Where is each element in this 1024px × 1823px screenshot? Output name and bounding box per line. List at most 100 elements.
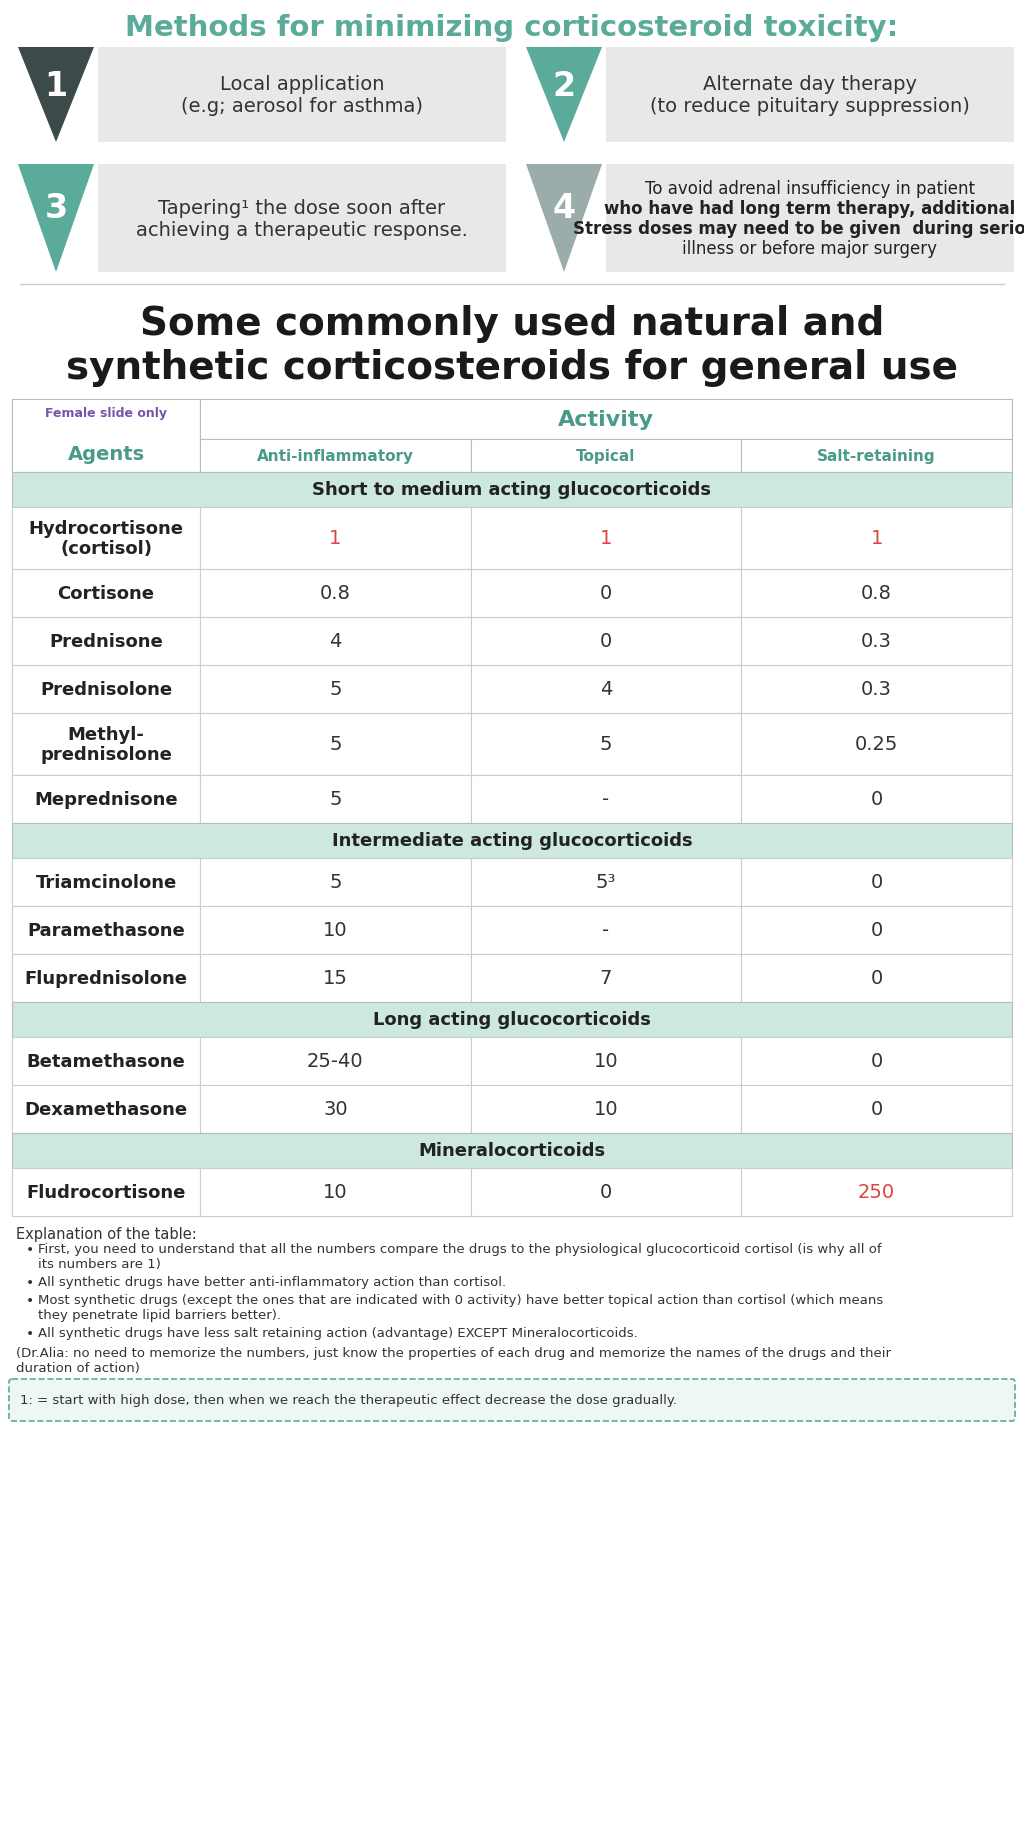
FancyBboxPatch shape bbox=[200, 618, 471, 665]
FancyBboxPatch shape bbox=[200, 1037, 471, 1085]
FancyBboxPatch shape bbox=[471, 1037, 741, 1085]
Polygon shape bbox=[526, 164, 602, 273]
FancyBboxPatch shape bbox=[200, 399, 1012, 439]
FancyBboxPatch shape bbox=[741, 713, 1012, 775]
Text: 0: 0 bbox=[600, 1183, 612, 1201]
Text: 1: 1 bbox=[329, 529, 342, 549]
FancyBboxPatch shape bbox=[471, 439, 741, 472]
FancyBboxPatch shape bbox=[12, 1134, 1012, 1169]
FancyBboxPatch shape bbox=[471, 906, 741, 955]
Polygon shape bbox=[526, 47, 602, 142]
Text: Anti-inflammatory: Anti-inflammatory bbox=[257, 448, 414, 463]
Text: •: • bbox=[26, 1327, 34, 1340]
Text: 0: 0 bbox=[870, 1052, 883, 1070]
Text: Methods for minimizing corticosteroid toxicity:: Methods for minimizing corticosteroid to… bbox=[125, 15, 899, 42]
Text: 30: 30 bbox=[323, 1099, 347, 1119]
Text: 0.25: 0.25 bbox=[855, 735, 898, 755]
Text: 5: 5 bbox=[600, 735, 612, 755]
FancyBboxPatch shape bbox=[12, 399, 200, 472]
FancyBboxPatch shape bbox=[200, 1169, 471, 1216]
Text: 10: 10 bbox=[323, 921, 347, 941]
FancyBboxPatch shape bbox=[200, 1085, 471, 1134]
Text: Prednisolone: Prednisolone bbox=[40, 680, 172, 698]
Text: Cortisone: Cortisone bbox=[57, 585, 155, 603]
Text: Dexamethasone: Dexamethasone bbox=[25, 1101, 187, 1117]
Text: 0.8: 0.8 bbox=[319, 583, 351, 603]
FancyBboxPatch shape bbox=[12, 775, 200, 824]
Text: 5³: 5³ bbox=[596, 873, 616, 891]
Text: 3: 3 bbox=[44, 191, 68, 224]
FancyBboxPatch shape bbox=[98, 164, 506, 273]
Text: 0: 0 bbox=[870, 873, 883, 891]
Text: (Dr.Alia: no need to memorize the numbers, just know the properties of each drug: (Dr.Alia: no need to memorize the number… bbox=[16, 1345, 891, 1375]
Text: Female slide only: Female slide only bbox=[45, 407, 167, 421]
Text: 0.8: 0.8 bbox=[861, 583, 892, 603]
FancyBboxPatch shape bbox=[200, 859, 471, 906]
FancyBboxPatch shape bbox=[12, 713, 200, 775]
Text: Hydrocortisone
(cortisol): Hydrocortisone (cortisol) bbox=[29, 520, 183, 558]
Text: Triamcinolone: Triamcinolone bbox=[36, 873, 176, 891]
FancyBboxPatch shape bbox=[12, 906, 200, 955]
FancyBboxPatch shape bbox=[471, 618, 741, 665]
Text: First, you need to understand that all the numbers compare the drugs to the phys: First, you need to understand that all t… bbox=[38, 1241, 882, 1271]
Text: Methyl-
prednisolone: Methyl- prednisolone bbox=[40, 726, 172, 764]
Text: Intermediate acting glucocorticoids: Intermediate acting glucocorticoids bbox=[332, 831, 692, 850]
Text: 25-40: 25-40 bbox=[307, 1052, 364, 1070]
Text: •: • bbox=[26, 1241, 34, 1256]
FancyBboxPatch shape bbox=[12, 569, 200, 618]
Text: 5: 5 bbox=[329, 735, 342, 755]
Text: All synthetic drugs have less salt retaining action (advantage) EXCEPT Mineraloc: All synthetic drugs have less salt retai… bbox=[38, 1327, 638, 1340]
FancyBboxPatch shape bbox=[200, 713, 471, 775]
Text: -: - bbox=[602, 789, 609, 809]
Polygon shape bbox=[18, 47, 94, 142]
FancyBboxPatch shape bbox=[12, 859, 200, 906]
Text: 0: 0 bbox=[870, 1099, 883, 1119]
Text: •: • bbox=[26, 1276, 34, 1289]
FancyBboxPatch shape bbox=[471, 859, 741, 906]
Text: 5: 5 bbox=[329, 680, 342, 698]
FancyBboxPatch shape bbox=[471, 665, 741, 713]
Text: 5: 5 bbox=[329, 789, 342, 809]
Text: Short to medium acting glucocorticoids: Short to medium acting glucocorticoids bbox=[312, 481, 712, 500]
FancyBboxPatch shape bbox=[741, 1169, 1012, 1216]
Polygon shape bbox=[18, 164, 94, 273]
Text: Agents: Agents bbox=[68, 445, 144, 465]
Text: 0: 0 bbox=[870, 789, 883, 809]
FancyBboxPatch shape bbox=[741, 1085, 1012, 1134]
Text: Betamethasone: Betamethasone bbox=[27, 1052, 185, 1070]
FancyBboxPatch shape bbox=[12, 509, 200, 569]
Text: 10: 10 bbox=[594, 1099, 618, 1119]
Text: 15: 15 bbox=[323, 970, 348, 988]
Text: Local application
(e.g; aerosol for asthma): Local application (e.g; aerosol for asth… bbox=[181, 75, 423, 117]
Text: 2: 2 bbox=[552, 69, 575, 102]
Text: 4: 4 bbox=[552, 191, 575, 224]
FancyBboxPatch shape bbox=[200, 569, 471, 618]
FancyBboxPatch shape bbox=[12, 1085, 200, 1134]
FancyBboxPatch shape bbox=[9, 1380, 1015, 1422]
FancyBboxPatch shape bbox=[200, 439, 471, 472]
Text: 1: 1 bbox=[44, 69, 68, 102]
Text: who have had long term therapy, additional: who have had long term therapy, addition… bbox=[604, 201, 1016, 219]
FancyBboxPatch shape bbox=[471, 713, 741, 775]
Text: illness or before major surgery: illness or before major surgery bbox=[683, 241, 938, 257]
Text: Activity: Activity bbox=[558, 410, 654, 430]
FancyBboxPatch shape bbox=[471, 1169, 741, 1216]
Text: 0: 0 bbox=[600, 633, 612, 651]
Text: Explanation of the table:: Explanation of the table: bbox=[16, 1227, 197, 1241]
Text: -: - bbox=[602, 921, 609, 941]
Text: 4: 4 bbox=[329, 633, 342, 651]
Text: Fludrocortisone: Fludrocortisone bbox=[27, 1183, 185, 1201]
FancyBboxPatch shape bbox=[12, 1037, 200, 1085]
FancyBboxPatch shape bbox=[12, 955, 200, 1003]
FancyBboxPatch shape bbox=[200, 906, 471, 955]
Text: 1: = start with high dose, then when we reach the therapeutic effect decrease th: 1: = start with high dose, then when we … bbox=[20, 1395, 677, 1407]
Text: 0.3: 0.3 bbox=[861, 633, 892, 651]
FancyBboxPatch shape bbox=[606, 164, 1014, 273]
FancyBboxPatch shape bbox=[12, 472, 1012, 509]
Text: 1: 1 bbox=[870, 529, 883, 549]
FancyBboxPatch shape bbox=[471, 569, 741, 618]
FancyBboxPatch shape bbox=[200, 955, 471, 1003]
Text: 5: 5 bbox=[329, 873, 342, 891]
FancyBboxPatch shape bbox=[12, 824, 1012, 859]
FancyBboxPatch shape bbox=[98, 47, 506, 142]
